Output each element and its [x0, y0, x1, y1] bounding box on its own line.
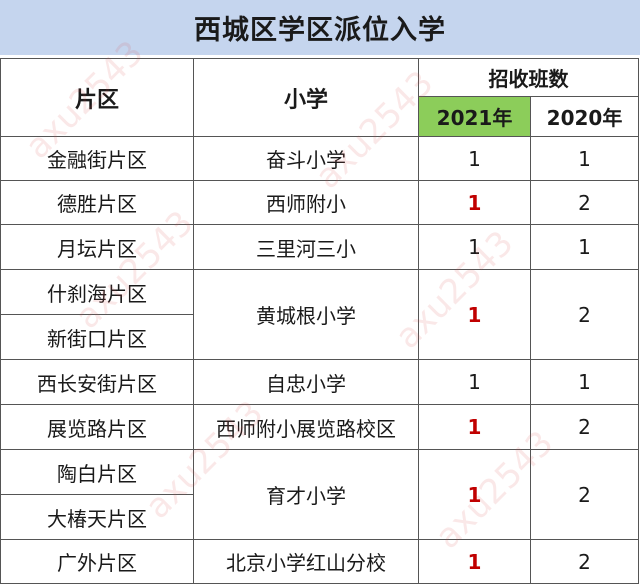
- classes-2021-cell: 1: [418, 136, 531, 181]
- school-cell: 西师附小: [193, 180, 419, 225]
- table-row: 新街口片区: [0, 314, 639, 360]
- classes-2020-cell: 2: [530, 539, 639, 584]
- district-cell: 什刹海片区: [0, 269, 194, 315]
- school-cell: 三里河三小: [193, 224, 419, 270]
- school-cell: 育才小学: [193, 449, 419, 540]
- classes-2020-cell: 2: [530, 180, 639, 225]
- classes-2021-cell: 1: [418, 539, 531, 584]
- classes-2021-cell: 1: [418, 359, 531, 405]
- header-school: 小学: [193, 58, 419, 137]
- classes-2021-cell: 1: [418, 404, 531, 450]
- district-cell: 金融街片区: [0, 136, 194, 181]
- classes-2020-cell: 2: [530, 269, 639, 360]
- classes-2021-cell: 1: [418, 269, 531, 360]
- classes-2021-cell: 1: [418, 180, 531, 225]
- district-cell: 新街口片区: [0, 314, 194, 360]
- district-cell: 陶白片区: [0, 449, 194, 495]
- district-cell: 大椿天片区: [0, 494, 194, 540]
- table-row: 大椿天片区: [0, 494, 639, 540]
- district-cell: 德胜片区: [0, 180, 194, 225]
- classes-2021-cell: 1: [418, 224, 531, 270]
- enrollment-table: 片区 小学 招收班数 2021年 2020年 金融街片区 奋斗小学 1 1 德胜…: [0, 58, 639, 584]
- classes-2021-cell: 1: [418, 449, 531, 540]
- header-district: 片区: [0, 58, 194, 137]
- table-row: 月坛片区 三里河三小 1 1: [0, 224, 639, 270]
- classes-2020-cell: 2: [530, 449, 639, 540]
- table-row: 展览路片区 西师附小展览路校区 1 2: [0, 404, 639, 450]
- table-row: 西长安街片区 自忠小学 1 1: [0, 359, 639, 405]
- table-row: 德胜片区 西师附小 1 2: [0, 180, 639, 225]
- district-cell: 月坛片区: [0, 224, 194, 270]
- classes-2020-cell: 1: [530, 359, 639, 405]
- school-cell: 奋斗小学: [193, 136, 419, 181]
- school-cell: 自忠小学: [193, 359, 419, 405]
- district-cell: 西长安街片区: [0, 359, 194, 405]
- table-row: 金融街片区 奋斗小学 1 1: [0, 136, 639, 181]
- table-title: 西城区学区派位入学: [0, 0, 640, 55]
- district-cell: 展览路片区: [0, 404, 194, 450]
- classes-2020-cell: 1: [530, 224, 639, 270]
- header-2020: 2020年: [530, 96, 639, 137]
- table-row: 什刹海片区 黄城根小学 1 2: [0, 269, 639, 360]
- district-cell: 广外片区: [0, 539, 194, 584]
- school-cell: 黄城根小学: [193, 269, 419, 360]
- school-cell: 北京小学红山分校: [193, 539, 419, 584]
- classes-2020-cell: 2: [530, 404, 639, 450]
- header-classes: 招收班数: [418, 58, 639, 97]
- school-cell: 西师附小展览路校区: [193, 404, 419, 450]
- table-row: 陶白片区 育才小学 1 2: [0, 449, 639, 540]
- table-row: 广外片区 北京小学红山分校 1 2: [0, 539, 639, 584]
- classes-2020-cell: 1: [530, 136, 639, 181]
- header-2021: 2021年: [418, 96, 531, 137]
